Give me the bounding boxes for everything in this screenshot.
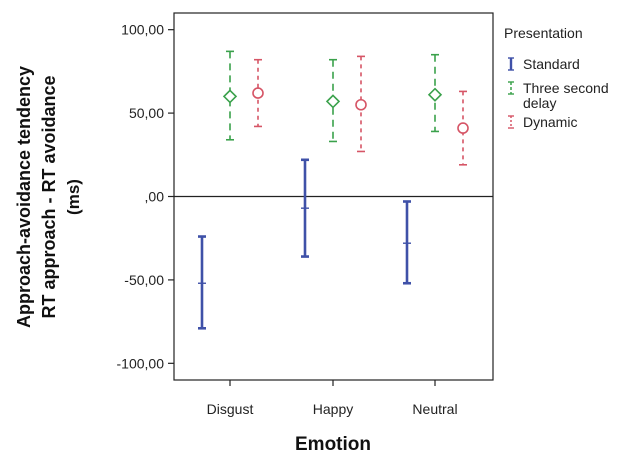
x-axis-title: Emotion [295, 434, 371, 455]
legend-label: Standard [523, 56, 580, 72]
y-tick-label: -100,00 [117, 355, 165, 371]
mean-marker-circle [252, 87, 264, 99]
y-tick-label: 100,00 [121, 22, 164, 38]
mean-marker-diamond [427, 87, 443, 102]
three_second_delay-point-disgust [222, 50, 238, 141]
legend-entry-standard: Standard [508, 56, 580, 72]
y-axis-ticks: 100,00 50,00 ,00 -50,00 -100,00 [117, 22, 174, 371]
three_second_delay-point-neutral [427, 53, 443, 133]
y-tick-label: -50,00 [124, 272, 164, 288]
series-layer [198, 50, 469, 330]
mean-marker-circle [355, 98, 367, 111]
legend-label: Three second [523, 80, 609, 96]
y-axis-title: Approach-avoidance tendency RT approach -… [14, 66, 83, 328]
dynamic-point-neutral [457, 90, 469, 166]
legend-label: delay [523, 95, 556, 111]
x-axis-ticks: Disgust Happy Neutral [207, 380, 458, 417]
y-axis-title-line: RT approach - RT avoidance [39, 75, 59, 318]
legend-entry-dynamic: Dynamic [508, 114, 577, 130]
y-tick-label: ,00 [145, 189, 165, 205]
mean-marker-circle [457, 122, 469, 134]
y-tick-label: 50,00 [129, 105, 164, 121]
standard-point-disgust [198, 235, 206, 330]
standard-point-happy [301, 158, 309, 258]
dynamic-point-disgust [252, 58, 264, 128]
dynamic-point-happy [355, 55, 367, 153]
y-axis-title-line: Approach-avoidance tendency [14, 66, 34, 328]
mean-marker-diamond [222, 89, 238, 104]
standard-point-neutral [403, 200, 411, 285]
x-tick-label: Neutral [412, 401, 457, 417]
three_second_delay-point-happy [325, 58, 341, 143]
x-tick-label: Disgust [207, 401, 254, 417]
x-tick-label: Happy [313, 401, 353, 417]
mean-marker-diamond [325, 94, 341, 109]
y-axis-title-line: (ms) [64, 179, 83, 215]
legend-title: Presentation [504, 25, 583, 41]
legend-label: Dynamic [523, 114, 577, 130]
